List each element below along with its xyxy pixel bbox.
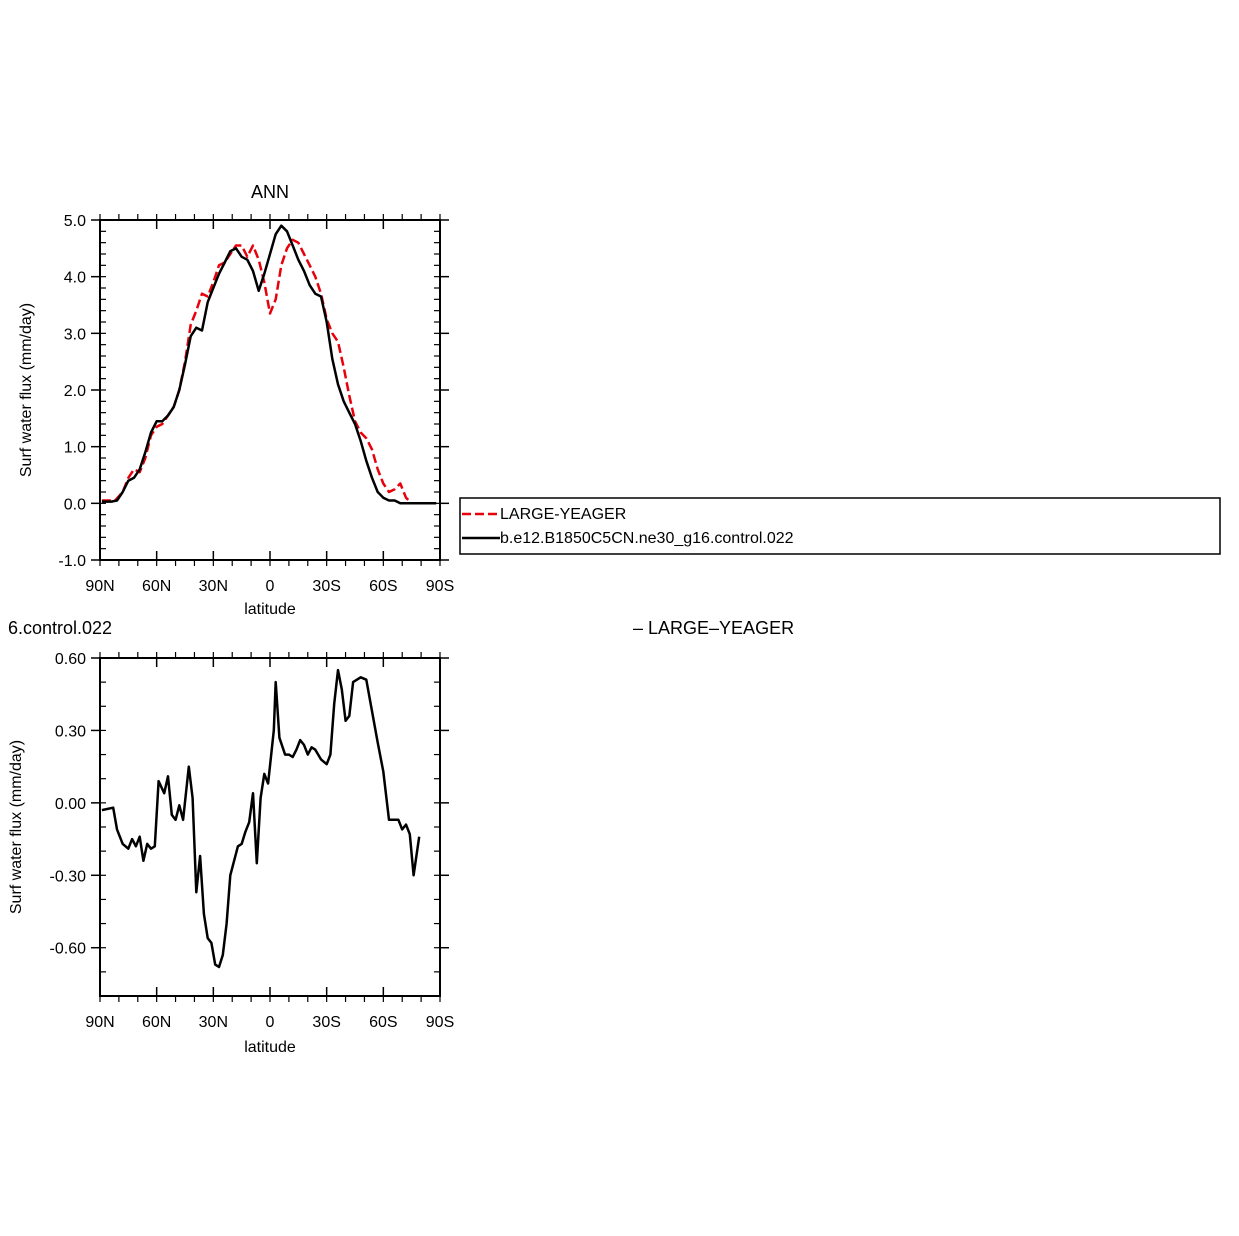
y-tick-label: 0.60 <box>55 651 86 668</box>
x-tick-label: 90S <box>426 578 454 595</box>
x-tick-label: 30N <box>199 1014 228 1031</box>
x-tick-label: 60N <box>142 1014 171 1031</box>
chart-title: ANN <box>251 182 289 202</box>
panel-difference: 6.control.022 – LARGE–YEAGER Surf water … <box>8 618 794 1056</box>
series-line-1-0 <box>101 668 421 969</box>
x-tick-label: 90S <box>426 1014 454 1031</box>
plot-frame <box>99 219 441 561</box>
y-tick-label: 2.0 <box>64 383 86 400</box>
y-tick-label: 0.30 <box>55 723 86 740</box>
x-tick-label: 90N <box>85 578 114 595</box>
series-line-b-e12-b1850c5cn-ne30-g16-control-022 <box>101 224 437 505</box>
y-tick-label: 0.0 <box>64 496 86 513</box>
x-tick-label: 60N <box>142 578 171 595</box>
y-axis-label: Surf water flux (mm/day) <box>18 303 35 477</box>
legend-label-control: b.e12.B1850C5CN.ne30_g16.control.022 <box>500 530 794 547</box>
chart-title-right: – LARGE–YEAGER <box>633 618 794 638</box>
chart-title-left: 6.control.022 <box>8 618 112 638</box>
y-tick-label: 5.0 <box>64 213 86 230</box>
y-axis-label: Surf water flux (mm/day) <box>8 740 25 914</box>
y-tick-label: -1.0 <box>58 553 86 570</box>
x-tick-label: 60S <box>369 1014 397 1031</box>
y-tick-label: 1.0 <box>64 440 86 457</box>
x-axis-label: latitude <box>244 1039 296 1056</box>
y-tick-label: 3.0 <box>64 326 86 343</box>
y-tick-label: 4.0 <box>64 270 86 287</box>
x-tick-label: 0 <box>266 1014 275 1031</box>
legend-label-large-yeager: LARGE-YEAGER <box>500 506 626 523</box>
y-tick-label: -0.60 <box>50 941 87 958</box>
series-line-large-yeager <box>101 238 422 505</box>
legend-box <box>459 497 1221 555</box>
x-tick-label: 30S <box>312 578 340 595</box>
legend: LARGE-YEAGER b.e12.B1850C5CN.ne30_g16.co… <box>459 497 1221 555</box>
x-tick-label: 90N <box>85 1014 114 1031</box>
x-tick-label: 0 <box>266 578 275 595</box>
x-tick-label: 30N <box>199 578 228 595</box>
x-tick-label: 60S <box>369 578 397 595</box>
y-tick-label: 0.00 <box>55 796 86 813</box>
x-tick-label: 30S <box>312 1014 340 1031</box>
plot-frame <box>99 657 441 997</box>
y-tick-label: -0.30 <box>50 868 87 885</box>
x-axis-label: latitude <box>244 601 296 618</box>
panel-ann: ANN Surf water flux (mm/day) latitude 90… <box>18 182 454 618</box>
